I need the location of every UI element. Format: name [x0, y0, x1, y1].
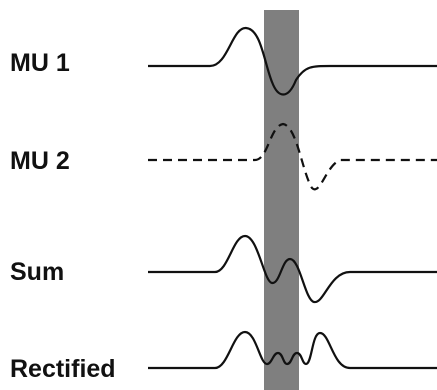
mu2-waveform — [148, 122, 437, 191]
rectified-waveform — [148, 330, 437, 370]
rectified-label: Rectified — [10, 355, 116, 383]
mu1-label: MU 1 — [10, 49, 70, 77]
mu2-label: MU 2 — [10, 147, 70, 175]
sum-label: Sum — [10, 258, 65, 286]
highlight-band — [264, 10, 299, 390]
mu1-waveform — [148, 26, 437, 96]
sum-waveform — [148, 234, 437, 304]
